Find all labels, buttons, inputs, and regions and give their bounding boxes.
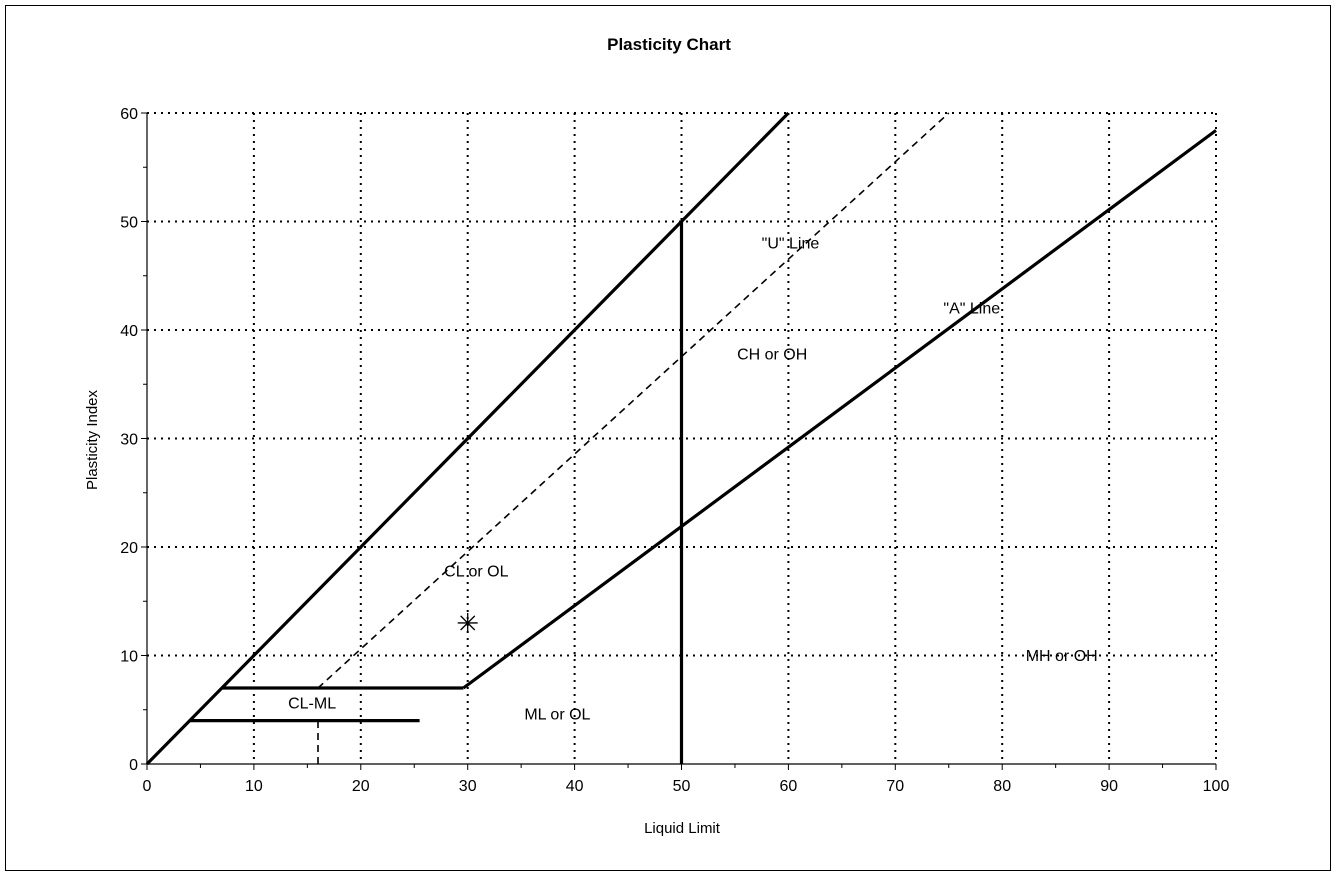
axes	[141, 112, 1217, 770]
x-tick-label: 60	[780, 778, 798, 795]
x-tick-label: 80	[993, 778, 1011, 795]
y-tick-label: 40	[120, 323, 138, 340]
region-labels: "U" Line "A" Line CH or OH CL or OL CL-ML ML …	[288, 236, 1098, 724]
data-point-asterisk	[457, 612, 478, 633]
x-tick-label: 100	[1203, 778, 1230, 795]
region-label: MH or OH	[1026, 648, 1098, 665]
y-tick-label: 50	[120, 215, 138, 232]
region-label: "U" Line	[762, 236, 820, 253]
x-tick-label: 50	[673, 778, 691, 795]
y-tick-label: 20	[120, 540, 138, 557]
x-tick-label: 20	[352, 778, 370, 795]
region-label: CH or OH	[737, 346, 807, 363]
x-tick-label: 30	[459, 778, 477, 795]
y-tick-label: 30	[120, 432, 138, 449]
y-axis-label: Plasticity Index	[84, 389, 101, 490]
x-axis-label: Liquid Limit	[644, 820, 721, 837]
line-a-line	[462, 129, 1217, 690]
line-u-line	[317, 112, 950, 689]
data-points	[457, 612, 478, 633]
region-label: ML or OL	[524, 707, 590, 724]
x-tick-label: 10	[245, 778, 263, 795]
x-tick-label: 70	[886, 778, 904, 795]
chart-title: Plasticity Chart	[607, 35, 731, 54]
y-tick-label: 0	[129, 757, 138, 774]
y-tick-label: 10	[120, 649, 138, 666]
x-tick-label: 0	[143, 778, 152, 795]
region-label: CL-ML	[288, 696, 336, 713]
y-tick-labels: 0 10 20 30 40 50 60	[120, 106, 138, 774]
y-tick-label: 60	[120, 106, 138, 123]
x-tick-label: 90	[1100, 778, 1118, 795]
x-tick-labels: 0 10 20 30 40 50 60 70 80 90 100	[143, 778, 1230, 795]
region-label: CL or OL	[444, 563, 508, 580]
x-tick-label: 40	[566, 778, 584, 795]
asterisk-stroke	[460, 615, 476, 631]
chart-lines	[145, 111, 1217, 766]
region-label: "A" Line	[943, 301, 1000, 318]
